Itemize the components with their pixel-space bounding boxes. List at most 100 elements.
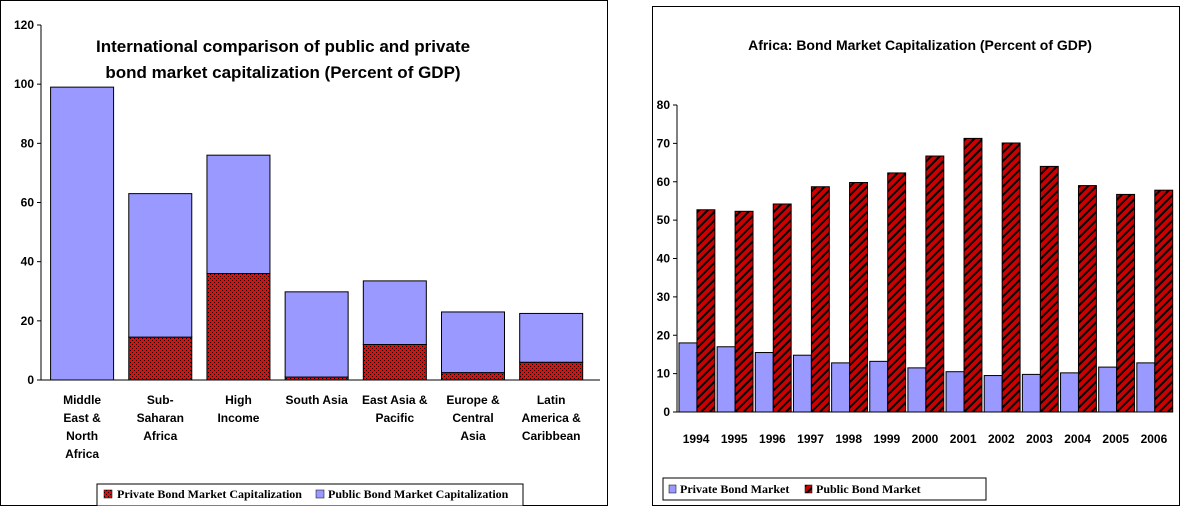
right-bar-public	[887, 172, 907, 413]
left-y-axis: 0 20 40 60 80 100 120	[14, 18, 41, 387]
right-legend-swatch-private	[668, 484, 677, 494]
right-bar-private	[831, 362, 851, 413]
right-bar-private	[869, 360, 889, 413]
right-bar-public	[734, 210, 754, 413]
left-bar-private	[362, 344, 427, 381]
left-chart: International comparison of public and p…	[0, 0, 608, 506]
right-bar-public	[925, 155, 945, 413]
left-bars	[50, 86, 584, 381]
left-bar-public	[206, 154, 271, 275]
left-y-tick-label: 60	[21, 196, 35, 210]
left-x-tick-label: Latin	[537, 393, 566, 407]
left-y-tick-label: 0	[27, 373, 34, 387]
right-bar-public	[963, 137, 983, 413]
right-x-tick-label: 2001	[950, 432, 977, 446]
right-bar-public	[772, 203, 792, 413]
right-bars	[678, 137, 1174, 413]
left-legend-swatch-private	[103, 489, 113, 499]
left-x-tick-label: America &	[521, 411, 581, 425]
left-legend-box	[96, 483, 524, 506]
right-bar-private	[1060, 372, 1079, 413]
right-bar-public	[1001, 142, 1021, 413]
right-bar-public	[1154, 189, 1174, 413]
left-x-tick-label: Asia	[460, 429, 486, 443]
left-y-tick-label: 80	[21, 136, 35, 150]
right-legend-label-public: Public Bond Market	[816, 482, 921, 496]
left-bar-public	[50, 86, 115, 381]
left-x-tick-label: Sub-	[147, 393, 174, 407]
left-x-axis-labels: Middle East & North Africa Sub- Saharan Africa…	[63, 393, 581, 461]
right-bar-private	[716, 346, 736, 413]
left-bar-private	[206, 273, 271, 381]
left-y-tick-label: 120	[14, 18, 34, 32]
right-bar-private	[754, 352, 774, 413]
right-x-tick-label: 2005	[1102, 432, 1129, 446]
left-bar-public	[441, 311, 505, 374]
right-y-tick-label: 50	[657, 213, 671, 227]
right-x-tick-label: 1998	[835, 432, 862, 446]
right-x-tick-label: 1999	[873, 432, 900, 446]
right-y-tick-label: 30	[657, 290, 671, 304]
left-bar-public	[128, 193, 193, 338]
left-y-tick-label: 40	[21, 255, 35, 269]
right-chart-title: Africa: Bond Market Capitalization (Perc…	[748, 37, 1092, 53]
left-x-tick-label: Africa	[65, 447, 99, 461]
right-bar-private	[1136, 362, 1156, 413]
right-x-tick-label: 1994	[683, 432, 710, 446]
right-legend-box	[662, 477, 987, 501]
left-x-tick-label: North	[66, 429, 98, 443]
right-bar-public	[1039, 165, 1059, 413]
left-bar-private	[441, 372, 505, 381]
right-y-tick-label: 80	[657, 98, 671, 112]
left-bar-private	[519, 361, 584, 381]
right-x-axis-labels: 1994 1995 1996 1997 1998 1999 2000 2001 2002 2003…	[683, 432, 1168, 446]
left-x-tick-label: East &	[63, 411, 101, 425]
right-y-tick-label: 0	[663, 405, 670, 419]
left-x-tick-label: Saharan	[137, 411, 184, 425]
left-x-tick-label: Middle	[63, 393, 101, 407]
right-legend: Private Bond Market Public Bond Market	[662, 477, 987, 501]
right-legend-swatch-public	[804, 484, 813, 494]
right-y-tick-label: 60	[657, 175, 671, 189]
left-x-tick-label: Pacific	[375, 411, 414, 425]
left-x-tick-label: Income	[217, 411, 259, 425]
right-bar-private	[792, 354, 812, 413]
right-x-tick-label: 1996	[759, 432, 786, 446]
left-legend-label-public: Public Bond Market Capitalization	[328, 487, 509, 501]
right-y-axis: 0 10 20 30 40 50 60 70 80	[657, 98, 677, 419]
left-x-tick-label: East Asia &	[362, 393, 428, 407]
right-bar-public	[849, 182, 868, 413]
right-bar-private	[983, 375, 1003, 413]
left-y-tick-label: 100	[14, 77, 34, 91]
right-bar-private	[678, 342, 698, 413]
right-chart-frame	[652, 6, 1180, 506]
right-x-tick-label: 2000	[912, 432, 939, 446]
right-bar-private	[945, 371, 965, 413]
left-legend: Private Bond Market Capitalization Publi…	[96, 483, 524, 506]
right-bar-private	[1021, 373, 1041, 413]
right-bar-public	[810, 186, 830, 413]
right-y-tick-label: 40	[657, 252, 671, 266]
right-y-tick-label: 10	[657, 367, 671, 381]
left-bar-private	[128, 336, 193, 381]
right-bar-private	[1098, 366, 1118, 413]
right-bar-public	[1077, 185, 1097, 413]
left-legend-swatch-public	[315, 489, 325, 499]
left-chart-title-line-2: bond market capitalization (Percent of G…	[105, 63, 460, 82]
right-bar-private	[907, 367, 927, 413]
right-x-tick-label: 2004	[1064, 432, 1091, 446]
left-bar-public	[362, 280, 427, 346]
left-x-tick-label: Africa	[143, 429, 177, 443]
left-y-tick-label: 20	[21, 314, 35, 328]
right-x-tick-label: 2002	[988, 432, 1015, 446]
right-x-tick-label: 2006	[1141, 432, 1168, 446]
left-x-tick-label: Europe &	[446, 393, 500, 407]
left-x-tick-label: Caribbean	[522, 429, 581, 443]
right-x-tick-label: 2003	[1026, 432, 1053, 446]
right-bar-public	[1116, 193, 1136, 413]
right-chart: Africa: Bond Market Capitalization (Perc…	[652, 6, 1180, 506]
right-x-tick-label: 1995	[721, 432, 748, 446]
right-x-tick-label: 1997	[797, 432, 824, 446]
right-legend-label-private: Private Bond Market	[680, 482, 789, 496]
